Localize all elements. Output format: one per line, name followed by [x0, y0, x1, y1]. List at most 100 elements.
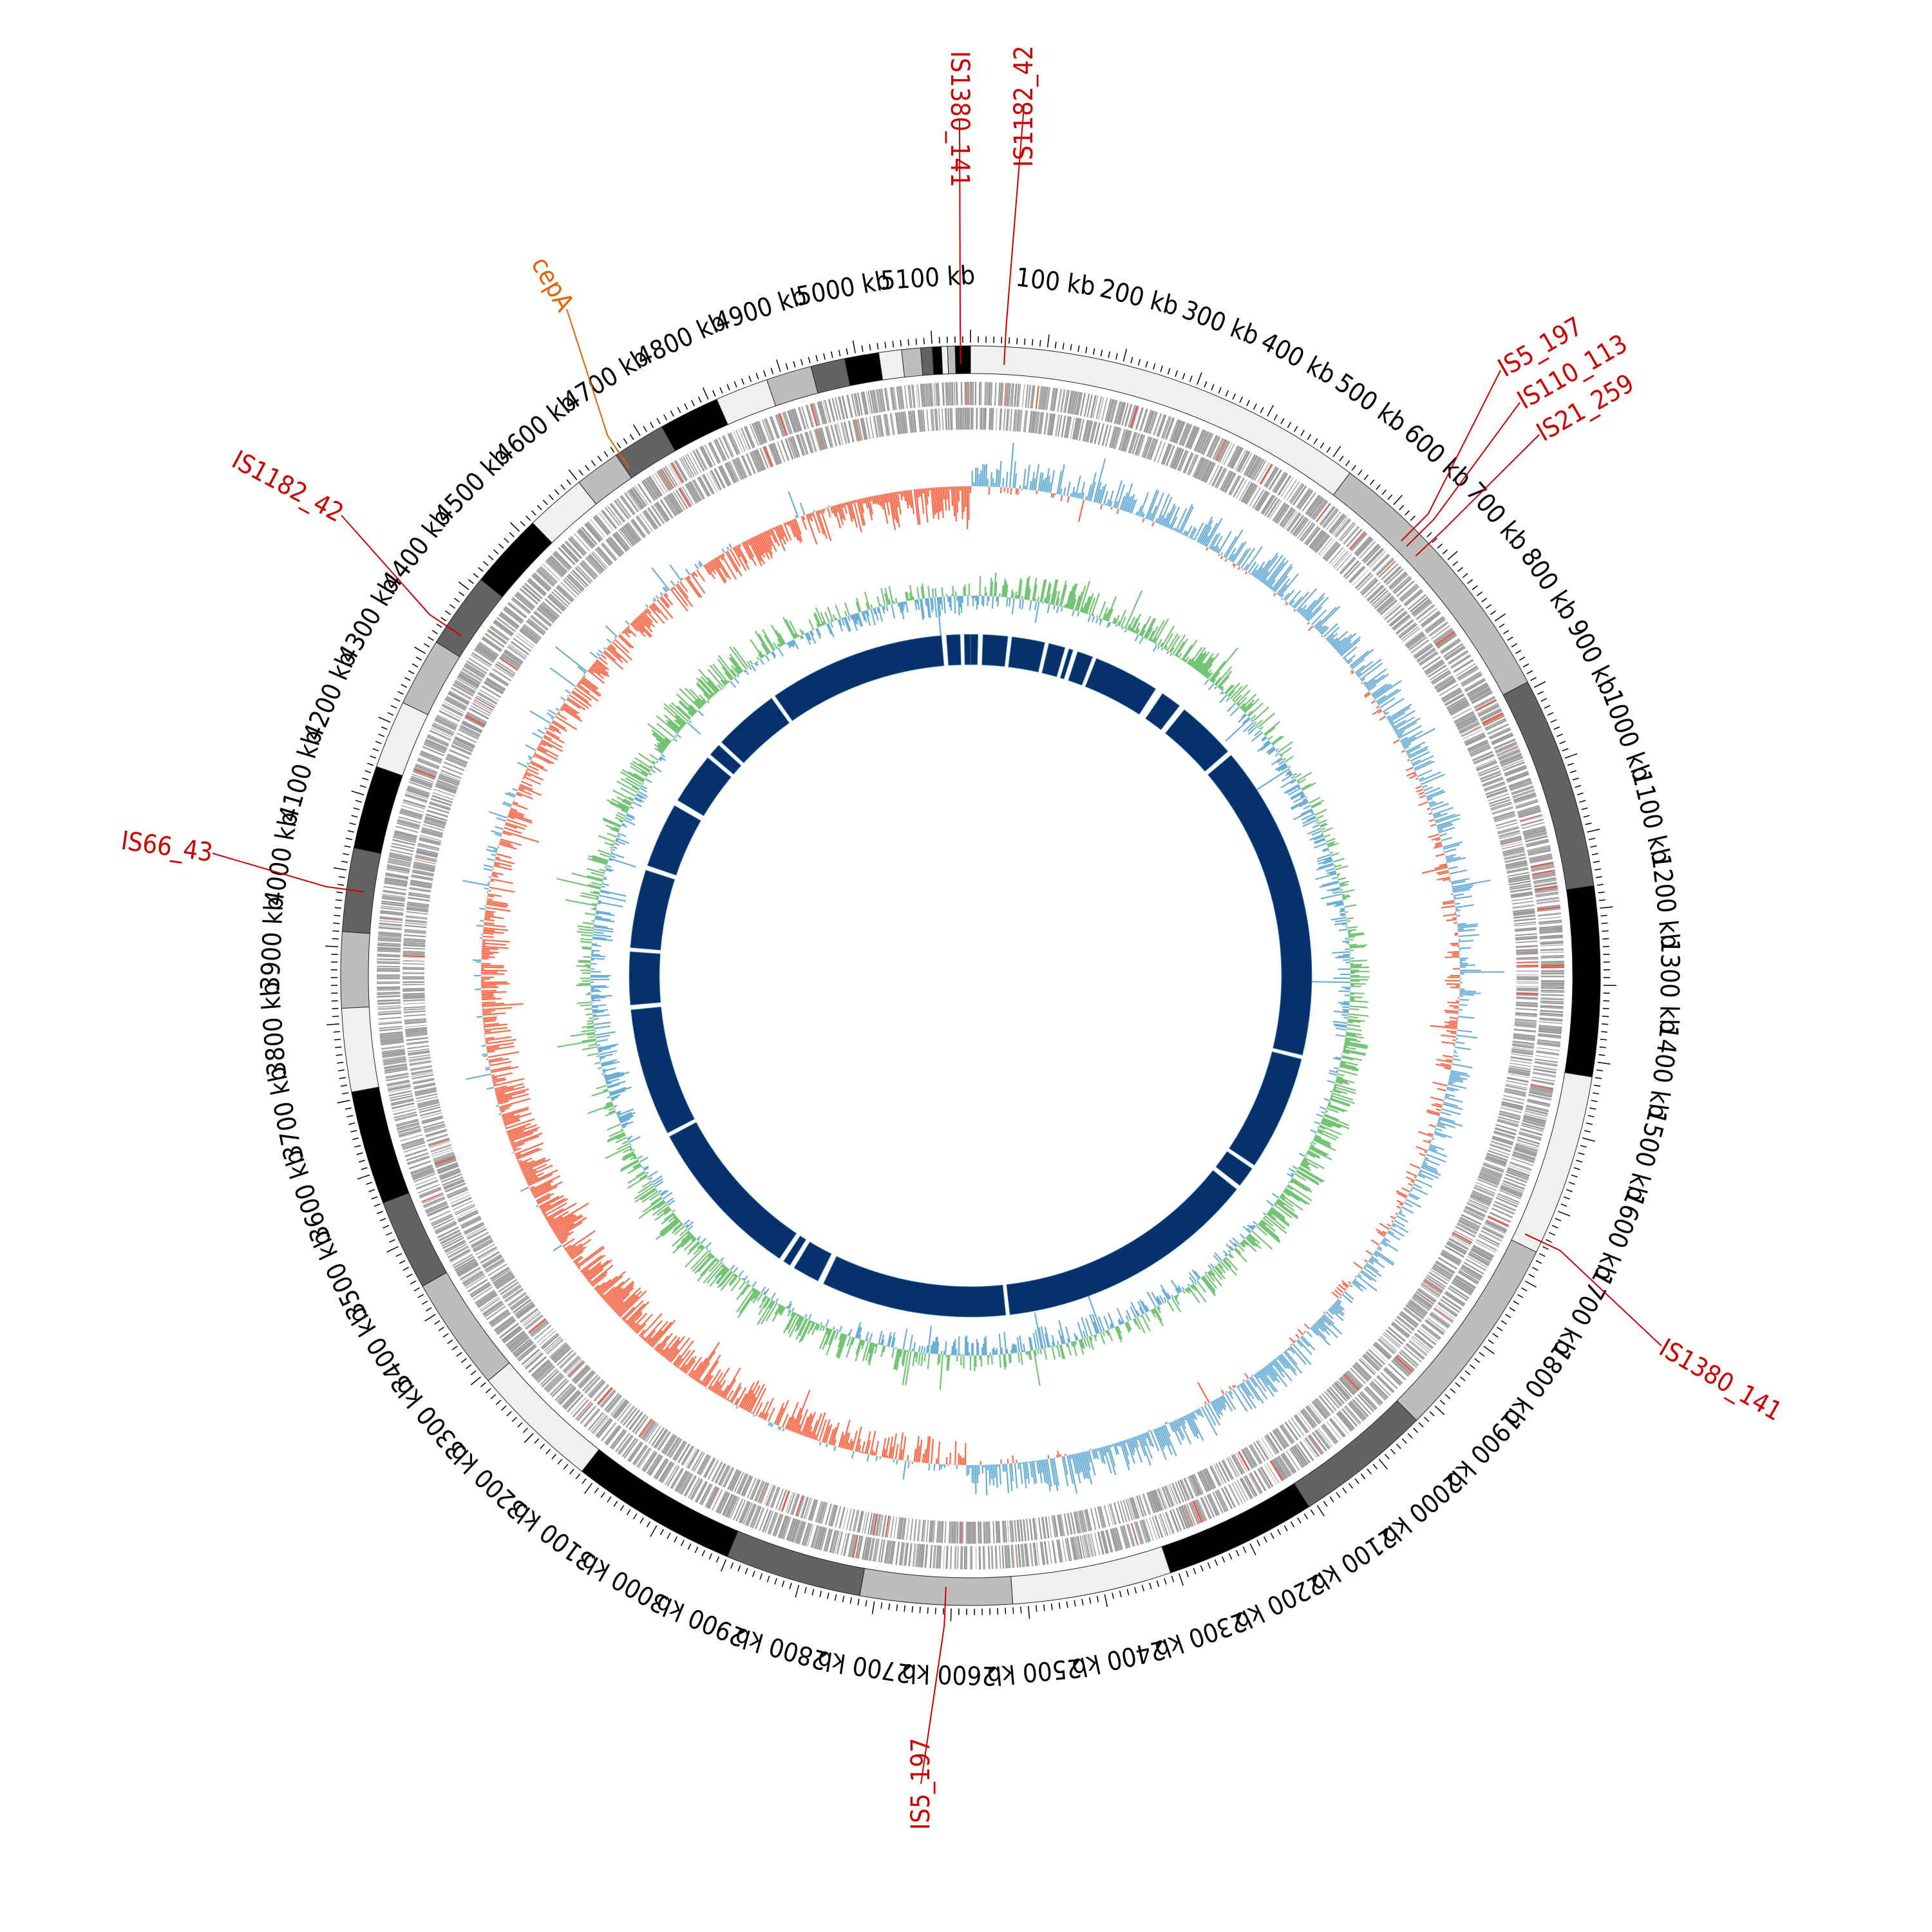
homology-block [1208, 755, 1312, 1056]
homology-block [1006, 1170, 1237, 1315]
is-element-label: IS1182_42 [227, 445, 348, 528]
contig-segment [422, 1272, 510, 1381]
annotation-leader-line [212, 853, 365, 893]
scale-label: 300 kb [1178, 295, 1263, 351]
contig-segment [766, 366, 819, 406]
contig-segment [402, 641, 460, 715]
homology-block [647, 805, 701, 876]
homology-block [669, 1122, 797, 1259]
is-element-label: IS1380_141 [945, 51, 974, 187]
homology-block [774, 635, 945, 721]
homology-block [1059, 649, 1074, 679]
scale-ticks [325, 330, 1616, 1622]
homology-block [1068, 651, 1094, 686]
homology-block-ring [629, 634, 1312, 1318]
gc-content-below [590, 595, 1351, 1356]
scale-label: 1100 kb [1626, 768, 1676, 866]
contig-segment [920, 346, 934, 376]
homology-block [630, 869, 676, 951]
homology-block [1041, 643, 1066, 677]
homology-block [823, 1256, 1007, 1318]
homology-block [1145, 693, 1180, 730]
homology-block [963, 634, 971, 665]
annotation-leader-line [1415, 434, 1540, 557]
annotation-leader-line [341, 515, 462, 637]
contig-segment [810, 358, 851, 394]
homology-block [1215, 1151, 1253, 1186]
scale-label: 1200 kb [1645, 853, 1685, 950]
forward-genes [376, 382, 1564, 1569]
scale-label: 600 kb [1398, 418, 1477, 493]
scale-label: 2500 kb [986, 1653, 1083, 1690]
homology-block [721, 697, 790, 764]
contig-segment [1564, 885, 1601, 1077]
homology-block [677, 757, 732, 817]
gc-content-track [556, 572, 1370, 1390]
is-element-label: IS1380_141 [1654, 1333, 1787, 1427]
scale-label: 100 kb [1014, 263, 1097, 302]
annotation-leader-line [920, 1587, 947, 1785]
gc-skew-track [462, 442, 1504, 1495]
contig-segment [859, 1567, 1014, 1606]
homology-block [783, 1235, 806, 1266]
homology-block [1008, 636, 1045, 673]
scale-label: 2400 kb [1069, 1634, 1168, 1683]
homology-block [1229, 1051, 1302, 1166]
annotation-leader-line [1524, 1233, 1662, 1347]
scale-label: 3700 kb [261, 1064, 309, 1162]
scale-label: 700 kb [1460, 477, 1535, 556]
gc-skew-positive [462, 442, 1504, 1495]
scale-label: 3800 kb [256, 981, 292, 1077]
annotation-leader-line [959, 118, 961, 365]
gc-content-above [556, 572, 1370, 1390]
contig-segment [901, 347, 923, 378]
contig-segment [716, 379, 777, 425]
contig-segment [954, 345, 971, 374]
scale-label: 200 kb [1097, 274, 1181, 322]
homology-block [630, 1007, 695, 1133]
scale-label: 1300 kb [1654, 939, 1685, 1034]
contig-segment [844, 352, 884, 386]
homology-block [793, 1242, 832, 1282]
reverse-genes [402, 408, 1539, 1544]
highlighted-genes [379, 382, 1564, 1568]
annotation-leader-line [1400, 370, 1501, 542]
contig-segment [351, 1086, 410, 1204]
scale-label: 1400 kb [1642, 1023, 1684, 1121]
scale-label: 900 kb [1561, 615, 1624, 699]
homology-block [981, 634, 1009, 667]
annotation-leader-line [1406, 402, 1520, 547]
homology-block [1165, 709, 1229, 772]
scale-label: 3900 kb [256, 896, 290, 992]
gc-skew-negative [480, 486, 1461, 1466]
annotation-leader-line [566, 308, 630, 469]
is-element-label: IS5_197 [906, 1738, 936, 1830]
scale-label: 400 kb [1256, 327, 1340, 390]
scale-label: 5100 kb [880, 261, 976, 296]
annotation-leader-line [1003, 106, 1025, 365]
homology-block [710, 744, 742, 775]
gene-label: cepA [525, 252, 580, 317]
scale-label: 2700 kb [815, 1645, 913, 1689]
contig-segment [931, 346, 943, 375]
contig-ring [340, 345, 1601, 1606]
contig-segment [341, 847, 382, 934]
is-element-label: IS1182_42 [1009, 46, 1039, 167]
scale-label: 800 kb [1515, 543, 1584, 625]
scale-label: 500 kb [1330, 368, 1412, 438]
scale-label: 5000 kb [794, 265, 893, 312]
contig-segment [375, 702, 429, 777]
homology-block [970, 634, 979, 665]
contig-segment [341, 1006, 379, 1093]
contig-segment [878, 349, 905, 381]
contig-segment [488, 1362, 600, 1472]
homology-block [629, 951, 661, 1005]
contig-segment [480, 522, 553, 598]
contig-segment [947, 345, 956, 375]
homology-block [946, 634, 961, 666]
gene-track [376, 382, 1564, 1569]
is-element-label: IS66_43 [119, 826, 214, 867]
contig-segment [726, 1530, 866, 1596]
